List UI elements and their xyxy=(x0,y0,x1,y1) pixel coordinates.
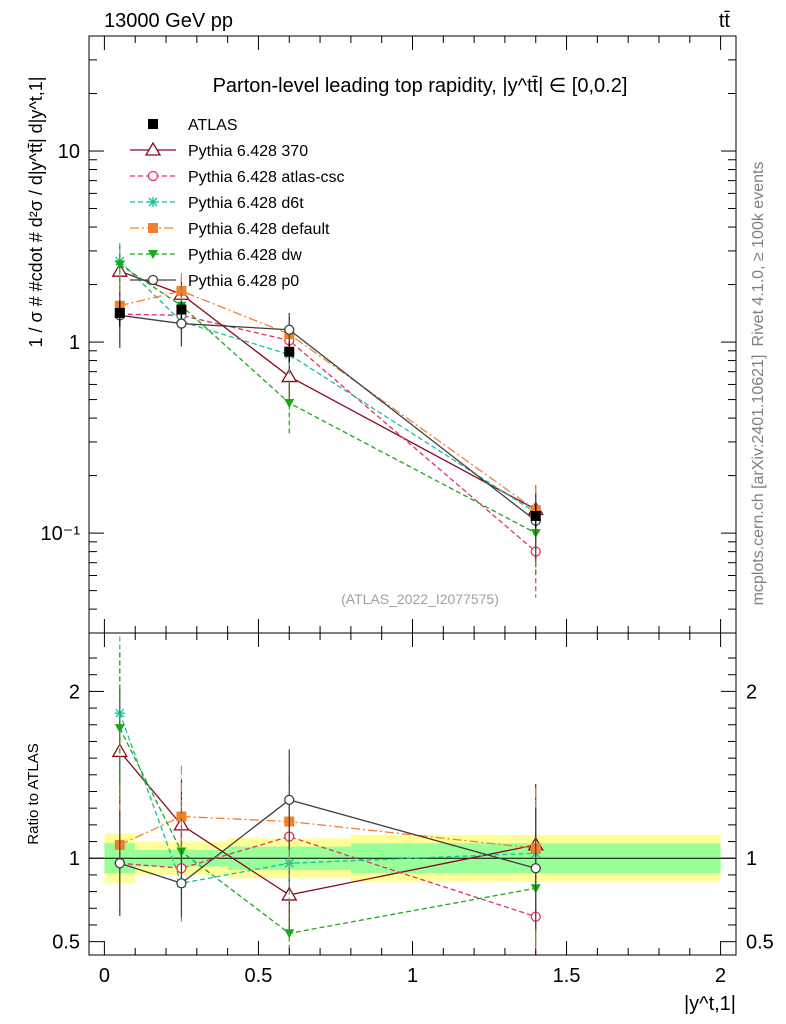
rivet-label: Rivet 4.1.0, ≥ 100k events xyxy=(750,162,767,347)
ratio-point-p0 xyxy=(284,794,295,805)
ratio-axes: 0.5 0.5 1 1 2 2 0 0.5 1 1.5 2 xyxy=(52,633,774,987)
legend-marker xyxy=(148,119,158,129)
point-p0 xyxy=(176,318,187,329)
legend-marker xyxy=(147,170,159,182)
x-tick-label: 0 xyxy=(99,965,110,987)
ratio-point-p0 xyxy=(176,878,187,889)
x-tick-label: 2 xyxy=(715,965,726,987)
ratio-point-p0 xyxy=(530,863,541,874)
legend-entry-default: Pythia 6.428 default xyxy=(130,221,330,238)
main-y-tick-label: 10⁻¹ xyxy=(41,523,81,545)
ratio-y-tick-label-right: 1 xyxy=(746,848,757,870)
main-plot-panel: 10⁻¹ 1 10 Parton-level leading top rapidit… xyxy=(26,35,737,634)
ratio-plot-panel: 0.5 0.5 1 1 2 2 0 0.5 1 1.5 2 Ratio to ATLAS |y^t,… xyxy=(25,632,774,1015)
legend-entry-ATLAS: ATLAS xyxy=(148,117,238,134)
x-tick-label: 1.5 xyxy=(553,965,581,987)
series-ATLAS xyxy=(114,301,541,529)
legend-label: Pythia 6.428 d6t xyxy=(188,195,304,212)
series-370 xyxy=(111,253,544,544)
ratio-point-default xyxy=(176,811,187,822)
point-p0 xyxy=(284,324,295,335)
ratio-line-d6t xyxy=(119,712,536,884)
series-line-p0 xyxy=(119,314,537,522)
point-ATLAS xyxy=(284,346,295,357)
legend-label: Pythia 6.428 p0 xyxy=(188,273,299,290)
series-atlas_csc xyxy=(114,291,541,598)
source-label: mcplots.cern.ch [arXiv:2401.10621] xyxy=(750,355,767,606)
main-title: Parton-level leading top rapidity, |y^tt… xyxy=(213,75,628,97)
point-default xyxy=(176,286,187,297)
legend-marker xyxy=(147,274,159,286)
legend-entry-atlas_csc: Pythia 6.428 atlas-csc xyxy=(130,169,345,186)
ratio-point-dw xyxy=(284,929,295,939)
series-line-default xyxy=(119,290,537,511)
main-y-tick-label: 1 xyxy=(69,332,80,354)
x-axis-label: |y^t,1| xyxy=(684,993,736,1015)
legend-entry-dw: Pythia 6.428 dw xyxy=(130,247,302,264)
legend: ATLAS Pythia 6.428 370 Pythia 6.428 atlas-… xyxy=(130,117,345,290)
ratio-series-dw xyxy=(114,652,541,954)
ratio-y-axis-label: Ratio to ATLAS xyxy=(25,743,42,844)
ratio-line-default xyxy=(119,815,536,849)
x-tick-label: 0.5 xyxy=(245,965,273,987)
ratio-uncertainty-bands xyxy=(89,833,736,884)
energy-label: 13000 GeV pp xyxy=(104,10,233,32)
series-line-atlas_csc xyxy=(119,313,537,553)
ratio-point-p0 xyxy=(114,858,125,869)
point-dw xyxy=(114,260,125,270)
main-plot-marks xyxy=(111,243,544,598)
point-ATLAS xyxy=(176,304,187,315)
legend-entry-p0: Pythia 6.428 p0 xyxy=(130,273,299,290)
ratio-plot-marks xyxy=(111,636,544,954)
legend-label: Pythia 6.428 370 xyxy=(188,143,308,160)
main-axes: 10⁻¹ 1 10 xyxy=(41,35,736,634)
ratio-y-tick-label-right: 0.5 xyxy=(746,932,774,954)
ratio-y-tick-label: 0.5 xyxy=(52,932,80,954)
legend-entry-370: Pythia 6.428 370 xyxy=(130,141,308,160)
star-stroke xyxy=(148,197,158,207)
process-label: tt̄ xyxy=(719,10,731,32)
legend-entry-d6t: Pythia 6.428 d6t xyxy=(130,195,304,212)
x-tick-label: 1 xyxy=(407,965,418,987)
ratio-point-dw xyxy=(114,724,125,734)
ratio-line-370 xyxy=(119,751,536,896)
series-line-d6t xyxy=(119,260,537,514)
ratio-y-tick-label: 1 xyxy=(69,848,80,870)
legend-marker xyxy=(144,141,162,156)
ratio-y-tick-label: 2 xyxy=(69,681,80,703)
legend-marker xyxy=(148,197,158,207)
ratio-line-dw xyxy=(119,727,536,935)
main-y-tick-label: 10 xyxy=(58,141,80,163)
main-y-axis-label: 1 / σ # #cdot # d²σ / d|y^tt̄| d|y^t,1| xyxy=(26,77,46,348)
ratio-series-p0 xyxy=(114,749,541,930)
series-line-dw xyxy=(119,263,537,534)
ratio-y-tick-label-right: 2 xyxy=(746,681,757,703)
point-ATLAS xyxy=(530,510,541,521)
legend-label: Pythia 6.428 atlas-csc xyxy=(188,169,345,186)
legend-label: ATLAS xyxy=(188,117,238,134)
series-p0 xyxy=(114,291,541,562)
ratio-series-370 xyxy=(111,687,544,931)
legend-marker xyxy=(148,223,158,233)
legend-label: Pythia 6.428 default xyxy=(188,221,330,238)
point-ATLAS xyxy=(114,307,125,318)
ratio-plot-frame xyxy=(88,632,737,956)
ratio-line-p0 xyxy=(119,799,536,884)
legend-marker xyxy=(148,250,158,259)
main-plot-frame xyxy=(88,35,737,634)
legend-label: Pythia 6.428 dw xyxy=(188,247,302,264)
analysis-watermark: (ATLAS_2022_I2077575) xyxy=(341,591,499,607)
point-dw xyxy=(284,398,295,408)
